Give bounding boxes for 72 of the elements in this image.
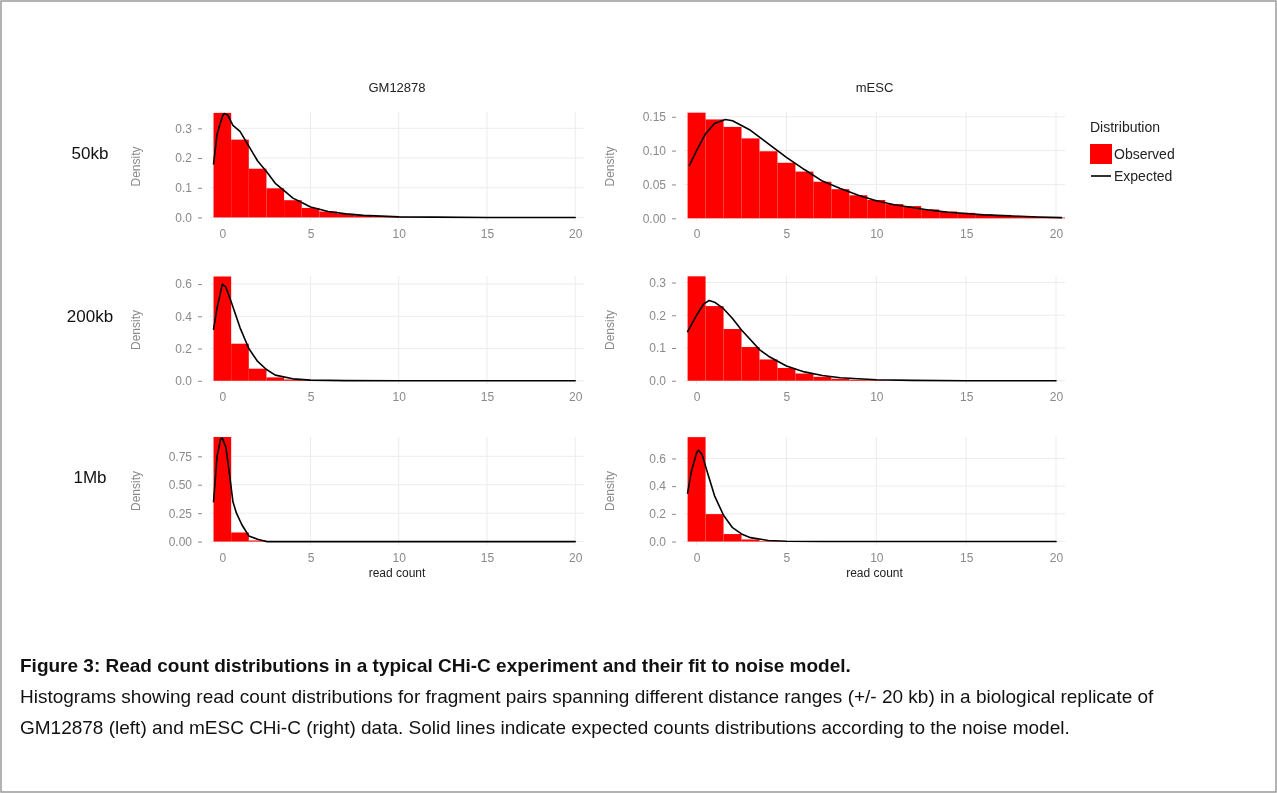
text: 200kb [66, 307, 114, 326]
y-tick-label: 0.2 [649, 308, 667, 323]
y-tick-label: 0.6 [175, 277, 193, 292]
x-tick-label: 0 [219, 550, 227, 565]
y-axis-title: Density [129, 470, 143, 512]
x-tick-label: 0 [693, 226, 701, 241]
text: 50kb [71, 143, 109, 163]
x-tick-label: 0 [219, 389, 227, 404]
y-tick-label: 0.2 [175, 151, 193, 166]
y-tick-label: 0.05 [642, 177, 667, 192]
y-tick-label: 0.4 [649, 479, 667, 494]
y-axis-title: Density [603, 309, 617, 351]
y-tick-label: 0.3 [649, 275, 667, 290]
y-tick-label: 0.1 [649, 341, 667, 356]
x-tick-label: 10 [870, 389, 884, 404]
x-tick-label: 20 [1049, 226, 1064, 241]
x-tick-label: 20 [569, 389, 583, 404]
x-tick-label: 0 [219, 226, 227, 241]
y-tick-label: 0.0 [175, 374, 193, 389]
y-tick-label: 0.1 [175, 181, 193, 196]
y-tick-label: 0.0 [175, 210, 193, 225]
y-axis-title: Density [603, 146, 617, 187]
legend-title: Distribution [1090, 119, 1161, 135]
y-tick-label: 0.15 [642, 110, 667, 125]
y-tick-label: 0.2 [175, 341, 193, 356]
chart-title: mESC [855, 80, 894, 95]
text: 1Mb [73, 468, 107, 487]
text: Histograms showing read count distributions for fragment pairs spanning different distance ranges (+/- 20 kb) in a biological replicate of GM12878 (left) and mESC CHi-C (right) data. Solid lines indicate expected counts distributions according to the noise model. [20, 686, 1155, 738]
x-tick-label: 5 [783, 226, 791, 241]
y-tick-label: 0.10 [642, 143, 667, 158]
x-tick-label: 5 [783, 389, 791, 404]
y-tick-label: 0.00 [642, 211, 667, 226]
x-tick-label: 5 [783, 550, 791, 565]
x-tick-label: 15 [959, 550, 974, 565]
x-tick-label: 10 [392, 550, 407, 565]
x-tick-label: 15 [480, 550, 495, 565]
x-tick-label: 0 [693, 550, 701, 565]
x-tick-label: 20 [1049, 550, 1064, 565]
x-tick-label: 20 [569, 550, 583, 565]
x-tick-label: 5 [307, 389, 315, 404]
x-tick-label: 15 [959, 226, 974, 241]
y-axis-title: Density [129, 146, 143, 187]
x-tick-label: 5 [307, 550, 315, 565]
y-tick-label: 0.3 [175, 121, 193, 136]
x-tick-label: 15 [480, 389, 495, 404]
y-tick-label: 0.4 [175, 309, 193, 324]
y-tick-label: 0.00 [168, 534, 193, 549]
x-tick-label: 5 [307, 226, 315, 241]
x-tick-label: 10 [392, 226, 407, 241]
x-axis-title: read count [846, 566, 904, 580]
y-axis-title: Density [603, 470, 617, 512]
caption: Figure 3: Read count distributions in a typical CHi-C experiment and their fit to noise model. [20, 655, 851, 676]
y-tick-label: 0.6 [649, 451, 667, 466]
y-tick-label: 0.25 [168, 506, 193, 521]
y-tick-label: 0.2 [649, 507, 667, 522]
legend-label: Expected [1114, 168, 1173, 184]
legend-label: Observed [1114, 146, 1175, 162]
y-axis-title: Density [129, 309, 143, 351]
x-tick-label: 15 [480, 226, 495, 241]
x-tick-label: 15 [959, 389, 974, 404]
y-tick-label: 0.0 [649, 534, 667, 549]
x-tick-label: 0 [693, 389, 701, 404]
x-tick-label: 10 [392, 389, 407, 404]
y-tick-label: 0.75 [168, 449, 193, 464]
y-tick-label: 0.0 [649, 374, 667, 389]
x-tick-label: 10 [870, 226, 884, 241]
y-tick-label: 0.50 [168, 478, 193, 493]
chart-title: GM12878 [368, 80, 426, 95]
x-tick-label: 20 [569, 226, 583, 241]
x-tick-label: 20 [1049, 389, 1064, 404]
x-tick-label: 10 [870, 550, 884, 565]
x-axis-title: read count [368, 566, 427, 580]
